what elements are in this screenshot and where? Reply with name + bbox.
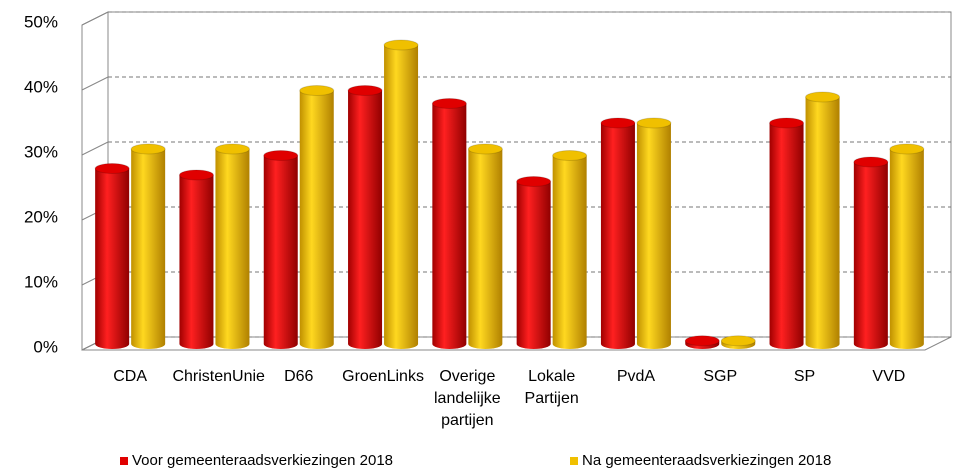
x-tick-label: GroenLinks <box>342 368 424 385</box>
x-tick-label: SGP <box>703 368 738 385</box>
bar <box>552 150 588 349</box>
bar <box>684 335 720 349</box>
x-tick-label: Overige landelijke partijen <box>433 368 501 429</box>
legend-label: Voor gemeenteraadsverkiezingen 2018 <box>132 452 394 469</box>
bar <box>636 117 672 349</box>
x-tick-label: ChristenUnie <box>172 368 265 385</box>
bar <box>805 91 841 349</box>
legend-swatch <box>120 456 128 465</box>
bar <box>299 85 335 349</box>
x-tick-label: Lokale Partijen <box>524 368 579 407</box>
x-tick-label: D66 <box>284 368 314 385</box>
bar <box>263 150 299 349</box>
grid-line <box>81 76 109 91</box>
y-tick-label: 20% <box>24 207 58 226</box>
bar <box>94 163 130 349</box>
y-tick-label: 30% <box>24 142 58 161</box>
grid-line <box>81 11 109 26</box>
x-tick-label: SP <box>793 368 816 385</box>
bar <box>431 98 467 349</box>
legend-item: Na gemeenteraadsverkiezingen 2018 <box>570 452 831 469</box>
legend-label: Na gemeenteraadsverkiezingen 2018 <box>582 452 832 469</box>
bar <box>467 143 503 349</box>
x-tick-label: VVD <box>872 368 906 385</box>
legend-item: Voor gemeenteraadsverkiezingen 2018 <box>120 452 393 469</box>
bar <box>889 143 925 349</box>
bar <box>600 117 636 349</box>
bar <box>130 143 166 349</box>
bar <box>769 117 805 349</box>
bar <box>347 85 383 349</box>
bar <box>383 39 419 349</box>
bar <box>853 156 889 349</box>
y-tick-label: 40% <box>24 77 58 96</box>
bar <box>214 143 250 349</box>
y-tick-label: 0% <box>33 337 58 356</box>
grid-line <box>81 141 109 156</box>
x-tick-label: CDA <box>113 368 148 385</box>
y-tick-label: 10% <box>24 272 58 291</box>
y-tick-label: 50% <box>24 12 58 31</box>
bar <box>516 176 552 349</box>
x-tick-label: PvdA <box>616 368 656 385</box>
bar <box>720 335 756 349</box>
legend-swatch <box>570 456 578 465</box>
bar <box>178 169 214 349</box>
